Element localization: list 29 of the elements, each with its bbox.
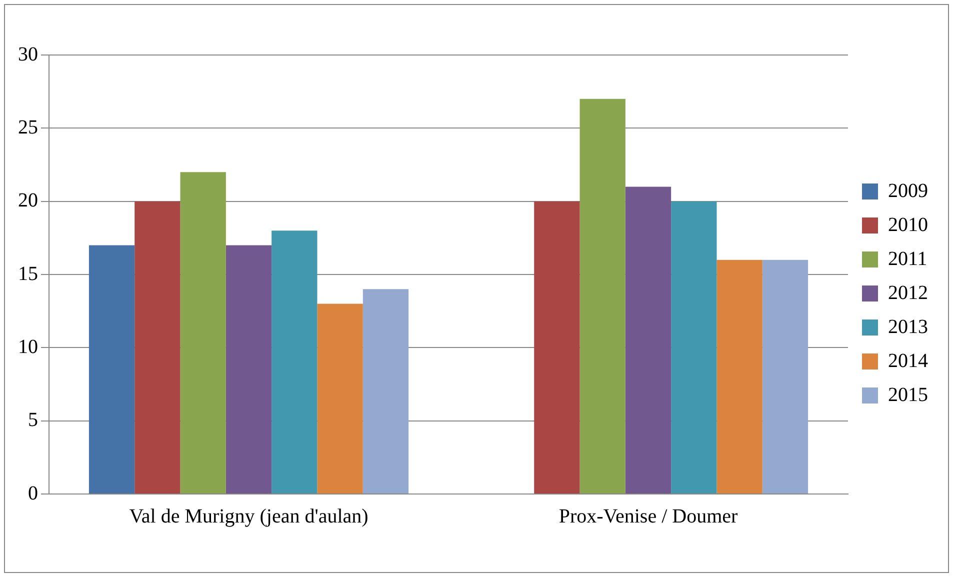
bar (362, 289, 409, 494)
legend-label: 2015 (888, 384, 928, 406)
bar (88, 245, 135, 494)
bar (762, 260, 808, 494)
bar (317, 304, 363, 494)
y-tick-label: 25 (18, 116, 38, 138)
y-tick-label: 15 (18, 262, 38, 285)
bar (625, 186, 672, 494)
bar (134, 201, 180, 494)
legend-label: 2014 (888, 350, 928, 372)
y-tick-label: 30 (18, 43, 38, 66)
legend-label: 2011 (888, 248, 928, 270)
legend-label: 2013 (888, 316, 928, 338)
bar (272, 230, 318, 494)
x-tick-label: Prox-Venise / Doumer (558, 505, 738, 528)
bar (580, 98, 626, 494)
x-tick-label: Val de Murigny (jean d'aulan) (129, 505, 368, 528)
y-tick-label: 0 (28, 482, 38, 504)
legend-label: 2010 (888, 214, 928, 236)
bar (671, 201, 717, 494)
bar (716, 260, 762, 494)
bar (180, 172, 226, 494)
y-tick-label: 5 (28, 409, 38, 432)
y-tick-label: 20 (18, 190, 38, 212)
legend-label: 2012 (888, 282, 928, 304)
bar (226, 245, 272, 494)
bar (534, 201, 580, 494)
y-tick-label: 10 (18, 336, 38, 358)
legend-label: 2009 (888, 180, 928, 202)
